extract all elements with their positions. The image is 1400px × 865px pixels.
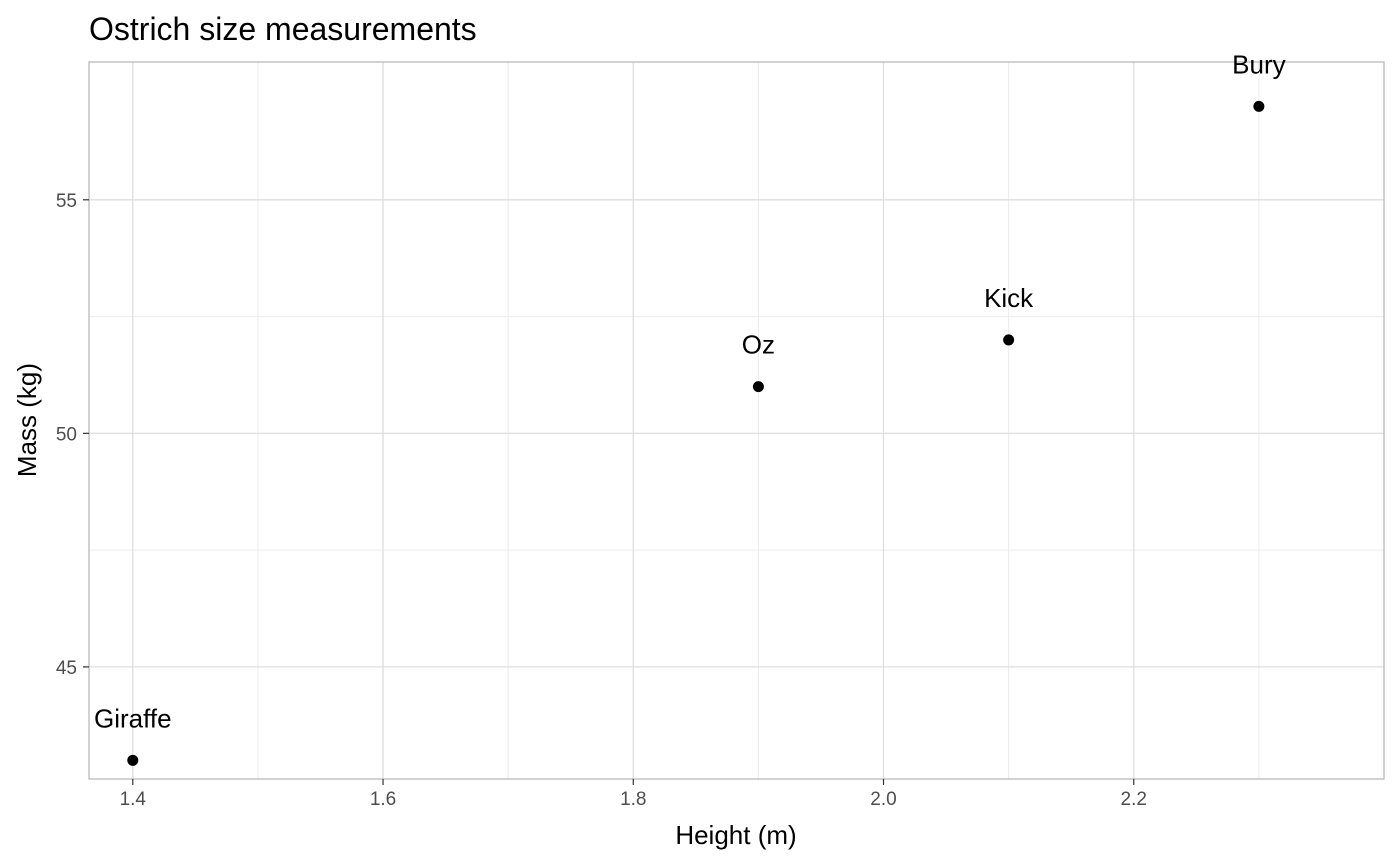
- data-point: [127, 754, 139, 766]
- x-tick-label: 1.8: [620, 789, 646, 810]
- minor-grid: [89, 62, 1384, 779]
- chart-title: Ostrich size measurements: [89, 11, 477, 47]
- point-label: Giraffe: [94, 703, 172, 733]
- data-point: [1003, 334, 1015, 346]
- data-points: [127, 100, 1265, 766]
- data-point: [752, 381, 764, 393]
- x-tick-label: 1.4: [120, 789, 147, 810]
- y-axis-title: Mass (kg): [12, 363, 42, 477]
- x-tick-label: 2.2: [1121, 789, 1147, 810]
- major-grid: [89, 62, 1384, 779]
- x-tick-label: 2.0: [870, 789, 896, 810]
- panel-border: [88, 61, 1385, 780]
- point-label: Oz: [742, 330, 775, 360]
- x-axis-ticks: 1.4 1.6 1.8 2.0 2.2: [120, 779, 1147, 810]
- data-point: [1253, 100, 1265, 112]
- x-tick-label: 1.6: [370, 789, 396, 810]
- y-tick-label: 55: [56, 191, 77, 212]
- point-label: Kick: [984, 283, 1034, 313]
- point-label: Bury: [1232, 49, 1285, 79]
- y-axis-ticks: 45 50 55: [56, 191, 89, 679]
- y-tick-label: 50: [56, 424, 77, 445]
- x-axis-title: Height (m): [675, 820, 796, 850]
- y-tick-label: 45: [56, 658, 77, 679]
- point-labels: Giraffe Oz Kick Bury: [94, 49, 1286, 733]
